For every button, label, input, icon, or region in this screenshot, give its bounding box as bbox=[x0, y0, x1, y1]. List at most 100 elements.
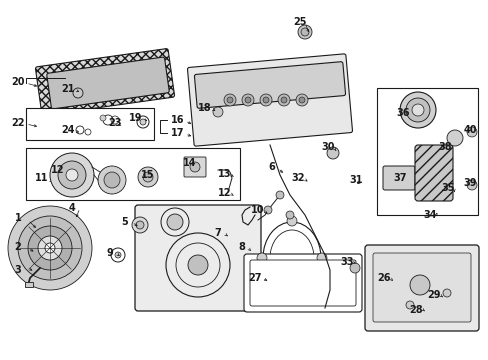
Text: 26: 26 bbox=[376, 273, 390, 283]
Circle shape bbox=[278, 94, 289, 106]
Text: 12: 12 bbox=[218, 188, 231, 198]
Text: 31: 31 bbox=[348, 175, 362, 185]
FancyBboxPatch shape bbox=[194, 62, 345, 108]
Text: 13: 13 bbox=[218, 169, 231, 179]
Circle shape bbox=[295, 94, 307, 106]
FancyBboxPatch shape bbox=[187, 54, 352, 146]
Circle shape bbox=[349, 263, 359, 273]
Text: 35: 35 bbox=[440, 183, 454, 193]
Text: 1: 1 bbox=[15, 213, 21, 223]
Text: 34: 34 bbox=[423, 210, 436, 220]
Text: 30: 30 bbox=[321, 142, 334, 152]
Text: 24: 24 bbox=[61, 125, 75, 135]
Circle shape bbox=[301, 28, 308, 36]
Text: 20: 20 bbox=[11, 77, 25, 87]
Circle shape bbox=[257, 253, 266, 263]
Circle shape bbox=[115, 252, 121, 258]
Circle shape bbox=[442, 289, 450, 297]
Text: 14: 14 bbox=[183, 158, 196, 168]
Text: 22: 22 bbox=[11, 118, 25, 128]
Text: 18: 18 bbox=[198, 103, 211, 113]
FancyBboxPatch shape bbox=[249, 260, 355, 306]
FancyBboxPatch shape bbox=[382, 166, 414, 190]
Text: 37: 37 bbox=[392, 173, 406, 183]
Circle shape bbox=[213, 107, 223, 117]
Circle shape bbox=[100, 115, 106, 121]
Text: 38: 38 bbox=[437, 142, 451, 152]
Text: 32: 32 bbox=[291, 173, 304, 183]
Circle shape bbox=[286, 290, 296, 300]
Circle shape bbox=[411, 104, 423, 116]
Circle shape bbox=[244, 97, 250, 103]
Circle shape bbox=[104, 172, 120, 188]
Text: 23: 23 bbox=[108, 118, 122, 128]
FancyBboxPatch shape bbox=[364, 245, 478, 331]
Text: 33: 33 bbox=[340, 257, 353, 267]
Circle shape bbox=[263, 97, 268, 103]
Circle shape bbox=[399, 92, 435, 128]
FancyBboxPatch shape bbox=[244, 254, 361, 312]
Circle shape bbox=[446, 130, 462, 146]
Text: 2: 2 bbox=[15, 242, 21, 252]
Bar bbox=[25, 282, 33, 287]
Bar bbox=[26, 108, 154, 140]
Circle shape bbox=[226, 97, 232, 103]
FancyBboxPatch shape bbox=[372, 253, 470, 322]
Circle shape bbox=[405, 98, 429, 122]
Text: 9: 9 bbox=[106, 248, 113, 258]
Circle shape bbox=[132, 217, 148, 233]
Circle shape bbox=[297, 25, 311, 39]
Circle shape bbox=[136, 221, 143, 229]
Circle shape bbox=[298, 97, 305, 103]
Circle shape bbox=[326, 147, 338, 159]
Circle shape bbox=[98, 166, 126, 194]
Circle shape bbox=[142, 172, 153, 182]
Circle shape bbox=[264, 206, 271, 214]
Circle shape bbox=[242, 94, 253, 106]
Text: 19: 19 bbox=[129, 113, 142, 123]
Circle shape bbox=[285, 211, 293, 219]
Circle shape bbox=[50, 153, 94, 197]
FancyBboxPatch shape bbox=[36, 49, 174, 115]
Circle shape bbox=[405, 301, 413, 309]
Text: 16: 16 bbox=[171, 115, 184, 125]
Text: 36: 36 bbox=[395, 108, 409, 118]
Text: 17: 17 bbox=[171, 128, 184, 138]
Bar bbox=[26, 148, 240, 200]
Text: 39: 39 bbox=[462, 178, 476, 188]
Circle shape bbox=[66, 169, 78, 181]
Circle shape bbox=[187, 255, 207, 275]
Text: 4: 4 bbox=[68, 203, 75, 213]
Text: 40: 40 bbox=[462, 125, 476, 135]
Circle shape bbox=[28, 226, 72, 270]
Circle shape bbox=[190, 162, 200, 172]
Circle shape bbox=[409, 275, 429, 295]
Circle shape bbox=[167, 214, 183, 230]
Circle shape bbox=[45, 243, 55, 253]
Text: 6: 6 bbox=[268, 162, 275, 172]
Circle shape bbox=[260, 94, 271, 106]
Text: 3: 3 bbox=[15, 265, 21, 275]
Text: 11: 11 bbox=[35, 173, 49, 183]
Circle shape bbox=[8, 206, 92, 290]
Text: 8: 8 bbox=[238, 242, 245, 252]
Text: 15: 15 bbox=[141, 170, 154, 180]
FancyBboxPatch shape bbox=[135, 205, 261, 311]
Circle shape bbox=[138, 167, 158, 187]
Text: 27: 27 bbox=[248, 273, 261, 283]
Circle shape bbox=[286, 216, 296, 226]
Circle shape bbox=[224, 94, 236, 106]
Text: 10: 10 bbox=[251, 205, 264, 215]
FancyBboxPatch shape bbox=[47, 57, 169, 109]
Text: 25: 25 bbox=[293, 17, 306, 27]
Circle shape bbox=[58, 161, 86, 189]
Circle shape bbox=[466, 127, 476, 137]
Text: 5: 5 bbox=[122, 217, 128, 227]
Text: 28: 28 bbox=[408, 305, 422, 315]
Circle shape bbox=[73, 88, 83, 98]
FancyBboxPatch shape bbox=[183, 157, 205, 177]
Circle shape bbox=[38, 236, 62, 260]
Text: 12: 12 bbox=[51, 165, 64, 175]
Circle shape bbox=[466, 180, 476, 190]
Circle shape bbox=[275, 191, 284, 199]
